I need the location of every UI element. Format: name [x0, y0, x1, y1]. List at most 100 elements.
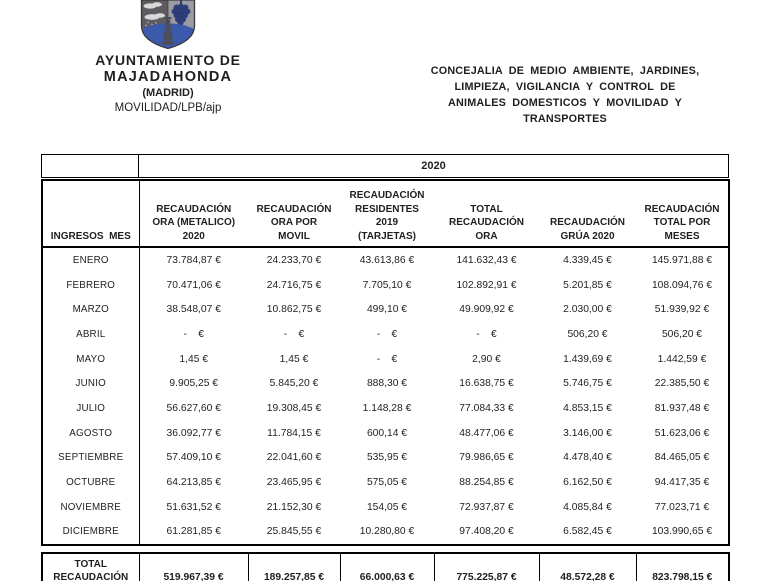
value-cell: 5.746,75 €: [563, 378, 612, 390]
month-label: MARZO: [42, 297, 140, 323]
value-cell: 84.465,05 €: [654, 452, 710, 464]
month-label: AGOSTO: [42, 420, 140, 446]
value-cell: 145.971,88 €: [651, 254, 713, 266]
value-cell: 141.632,43 €: [456, 254, 517, 266]
value-cell: 61.281,85 €: [166, 526, 221, 538]
column-header-recaudacion-residentes: RECAUDACIÓN RESIDENTES 2019 (TARJETAS): [340, 180, 434, 248]
value-cell: 10.280,80 €: [359, 526, 415, 538]
total-value-cell: 823.798,15 €: [635, 552, 730, 581]
value-cell: 10.862,75 €: [266, 304, 322, 316]
month-label: SEPTIEMBRE: [42, 445, 140, 471]
value-cell: 154,05 €: [366, 501, 408, 513]
total-value-cell: 48.572,28 €: [538, 552, 637, 581]
value-cell: 16.638,75 €: [459, 378, 514, 390]
table-row: ABRIL - € - € - € - € 506,20 € 506,20 €: [42, 322, 729, 347]
coat-of-arms-logo: [140, 0, 196, 49]
value-cell: 77.023,71 €: [654, 501, 710, 513]
month-label: OCTUBRE: [42, 470, 140, 495]
value-cell: 43.613,86 €: [359, 254, 415, 266]
department-line: CONCEJALIA DE MEDIO AMBIENTE, JARDINES,: [430, 65, 700, 77]
total-value-cell: 66.000,63 €: [339, 552, 435, 581]
value-cell: 48.477,06 €: [459, 427, 514, 439]
value-cell: 2.030,00 €: [563, 304, 612, 316]
department-line: TRANSPORTES: [523, 113, 607, 125]
value-cell: 5.201,85 €: [563, 279, 612, 291]
revenue-tables: 2020 INGRESOS MES RECAUDACIÓN ORA (METAL…: [41, 154, 730, 581]
value-cell: 1,45 €: [179, 353, 209, 365]
value-cell: 36.092,77 €: [166, 427, 221, 439]
value-cell: 94.417,35 €: [654, 477, 710, 489]
value-cell: 600,14 €: [366, 427, 408, 439]
total-row-table: TOTAL RECAUDACIÓN 519.967,39 € 189.257,8…: [41, 552, 730, 581]
month-label: DICIEMBRE: [42, 519, 140, 546]
value-cell: 73.784,87 €: [166, 254, 221, 266]
value-cell: 24.233,70 €: [266, 254, 322, 266]
value-cell: 22.041,60 €: [266, 452, 322, 464]
value-cell: 25.845,55 €: [266, 526, 322, 538]
value-cell: 19.308,45 €: [266, 402, 322, 414]
column-header-recaudacion-grua: RECAUDACIÓN GRÚA 2020: [539, 180, 636, 248]
value-cell: 4.085,84 €: [563, 501, 612, 513]
value-cell: 9.905,25 €: [169, 378, 219, 390]
total-value-cell: 519.967,39 €: [138, 552, 249, 581]
value-cell: 77.084,33 €: [459, 402, 514, 414]
value-cell: 38.548,07 €: [166, 304, 221, 316]
total-value-cell: 189.257,85 €: [247, 552, 341, 581]
value-cell: 506,20 €: [567, 328, 608, 340]
month-label: FEBRERO: [42, 272, 140, 298]
value-cell: 103.990,65 €: [651, 526, 713, 538]
value-cell: 1.442,59 €: [657, 353, 707, 365]
org-name-line2: MAJADAHONDA: [103, 69, 233, 85]
table-row: SEPTIEMBRE 57.409,10 € 22.041,60 € 535,95 €…: [42, 445, 729, 471]
table-row: MARZO 38.548,07 € 10.862,75 € 499,10 € 49.90…: [42, 297, 729, 323]
value-cell: 51.939,92 €: [654, 304, 710, 316]
value-cell: - €: [376, 328, 398, 340]
value-cell: 70.471,06 €: [166, 279, 221, 291]
table-row: AGOSTO 36.092,77 € 11.784,15 € 600,14 € 48.4…: [42, 420, 729, 446]
value-cell: 102.892,91 €: [456, 279, 517, 291]
value-cell: 11.784,15 €: [267, 427, 321, 439]
value-cell: 7.705,10 €: [362, 279, 412, 291]
document-reference: MOVILIDAD/LPB/ajp: [114, 102, 222, 114]
value-cell: 22.385,50 €: [654, 378, 710, 390]
org-name-line1: AYUNTAMIENTO DE: [95, 52, 241, 68]
table-row: MAYO 1,45 € 1,45 € - € 2,90 € 1.439,69 € 1.442…: [42, 346, 729, 372]
org-region: (MADRID): [142, 87, 194, 99]
month-label: ABRIL: [42, 322, 140, 347]
value-cell: 6.582,45 €: [563, 526, 612, 538]
value-cell: 1,45 €: [279, 353, 309, 365]
value-cell: 64.213,85 €: [166, 477, 221, 489]
month-label: NOVIEMBRE: [42, 494, 140, 520]
value-cell: 535,95 €: [366, 452, 408, 464]
value-cell: - €: [183, 328, 205, 340]
table-row: DICIEMBRE 61.281,85 € 25.845,55 € 10.280,80…: [42, 519, 729, 546]
value-cell: 1.439,69 €: [563, 353, 612, 365]
department-heading: CONCEJALIA DE MEDIO AMBIENTE, JARDINES, …: [400, 63, 730, 127]
column-header-recaudacion-total-meses: RECAUDACIÓN TOTAL POR MESES: [636, 180, 729, 248]
value-cell: 499,10 €: [366, 304, 408, 316]
value-cell: 5.845,20 €: [269, 378, 319, 390]
value-cell: - €: [376, 353, 398, 365]
year-header-table: 2020: [41, 154, 729, 178]
value-cell: 97.408,20 €: [459, 526, 514, 538]
table-row: FEBRERO 70.471,06 € 24.716,75 € 7.705,10 € 1…: [42, 272, 729, 298]
year-header-cell: 2020: [421, 160, 446, 172]
value-cell: 2,90 €: [472, 353, 501, 365]
value-cell: 4.339,45 €: [563, 254, 612, 266]
value-cell: - €: [476, 328, 497, 340]
value-cell: 575,05 €: [366, 477, 408, 489]
table-row: OCTUBRE 64.213,85 € 23.465,95 € 575,05 € 88.…: [42, 470, 729, 495]
value-cell: 72.937,87 €: [459, 501, 514, 513]
table-row: NOVIEMBRE 51.631,52 € 21.152,30 € 154,05 € 7…: [42, 494, 729, 520]
value-cell: 23.465,95 €: [266, 477, 322, 489]
value-cell: 51.631,52 €: [166, 501, 221, 513]
monthly-revenue-table: INGRESOS MES RECAUDACIÓN ORA (METALICO) …: [41, 179, 730, 547]
column-header-total-recaudacion-ora: TOTAL RECAUDACIÓN ORA: [434, 180, 539, 248]
department-line: LIMPIEZA, VIGILANCIA Y CONTROL DE: [454, 81, 676, 93]
column-header-ingresos-mes: INGRESOS MES: [42, 180, 140, 248]
value-cell: 57.409,10 €: [166, 452, 221, 464]
value-cell: 88.254,85 €: [459, 477, 514, 489]
value-cell: 506,20 €: [661, 328, 703, 340]
value-cell: 24.716,75 €: [266, 279, 322, 291]
